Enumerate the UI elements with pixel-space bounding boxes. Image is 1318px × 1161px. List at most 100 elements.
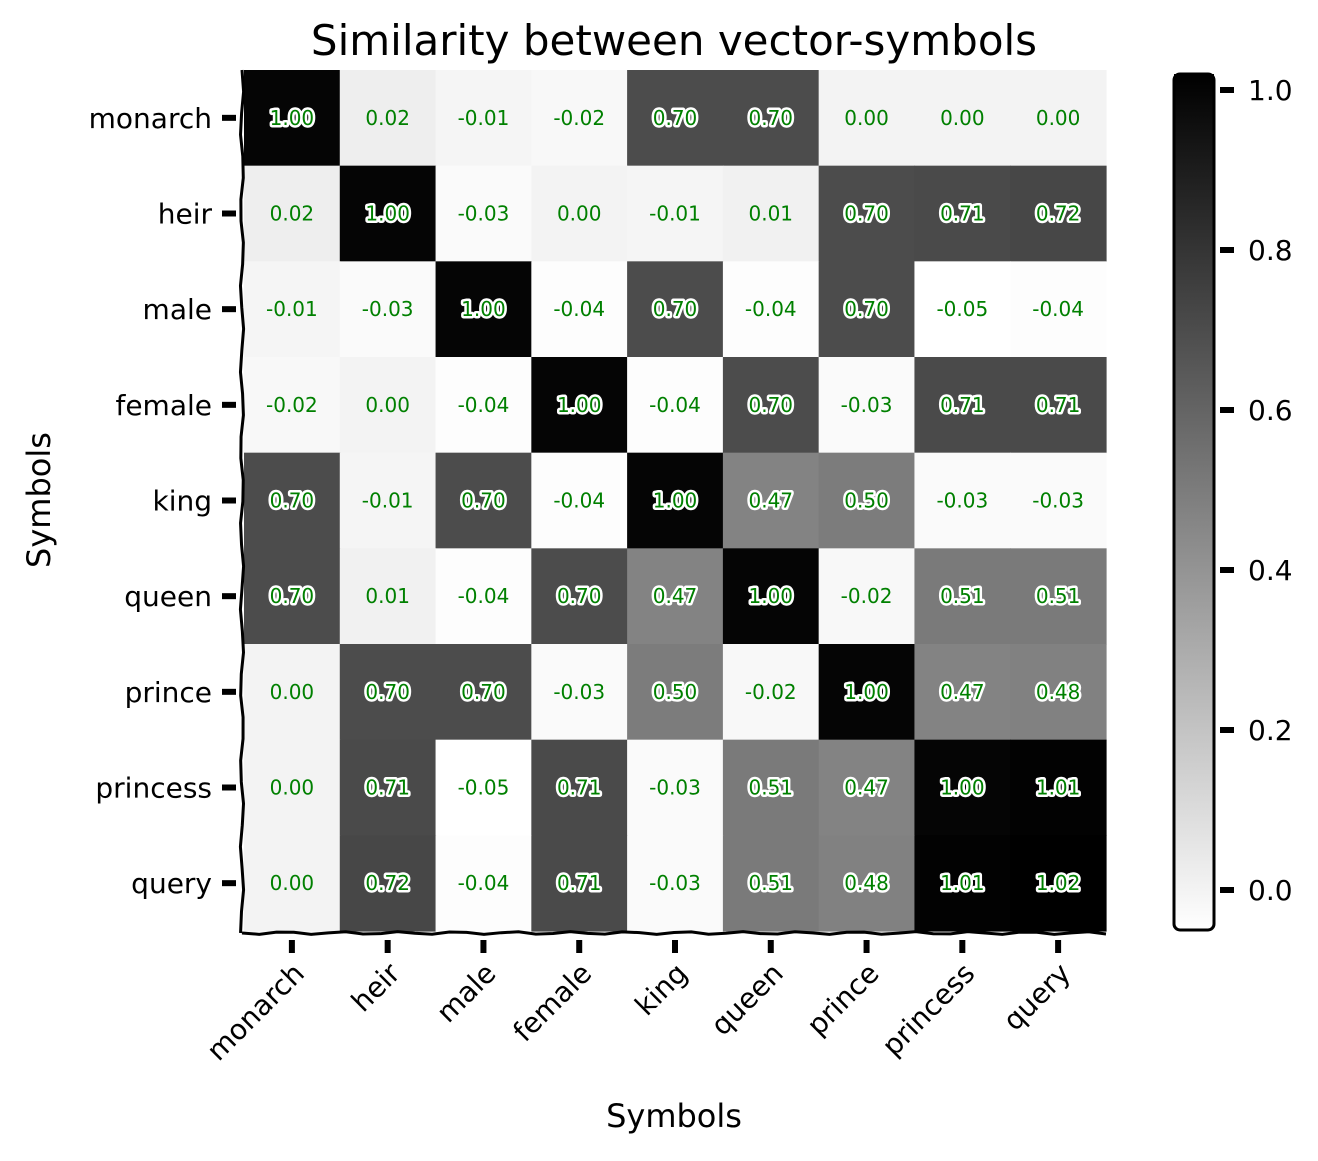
heatmap-value-prince-king: 0.50: [653, 680, 698, 704]
heatmap-cell-male-king: [627, 261, 724, 358]
heatmap-cell-female-king: [627, 357, 724, 454]
heatmap-value-female-query: 0.71: [1036, 393, 1081, 417]
y-tick-label: female: [115, 389, 212, 422]
heatmap-value-monarch-prince: 0.00: [844, 106, 889, 130]
heatmap-value-male-monarch: -0.01: [266, 297, 318, 321]
heatmap-value-query-monarch: 0.00: [270, 871, 315, 895]
heatmap-value-prince-princess: 0.47: [940, 680, 985, 704]
heatmap-cell-princess-queen: [722, 739, 820, 836]
heatmap-cell-monarch-king: [627, 70, 724, 167]
heatmap-cell-king-female: [531, 452, 628, 549]
colorbar-gradient: [1174, 74, 1214, 930]
heatmap-cell-queen-query: [1010, 548, 1107, 645]
colorbar-tick-label: 1.0: [1248, 74, 1293, 107]
heatmap-value-query-queen: 0.51: [749, 871, 794, 895]
heatmap-cell-query-prince: [818, 835, 916, 932]
heatmap-cell-heir-princess: [914, 165, 1011, 262]
heatmap-cell-query-female: [531, 835, 628, 932]
heatmap-value-monarch-princess: 0.00: [940, 106, 985, 130]
x-tick-label: heir: [345, 956, 407, 1018]
y-tick-label: monarch: [89, 102, 212, 135]
heatmap-value-king-princess: -0.03: [936, 489, 988, 513]
heatmap-cell-monarch-heir: [339, 70, 437, 167]
heatmap-value-query-male: -0.04: [458, 871, 510, 895]
heatmap-cell-query-king: [627, 835, 724, 932]
heatmap-cell-king-query: [1010, 452, 1107, 549]
heatmap-cell-queen-monarch: [244, 548, 341, 645]
heatmap-value-heir-query: 0.72: [1036, 202, 1081, 226]
heatmap-value-queen-heir: 0.01: [365, 584, 410, 608]
heatmap-cell-query-queen: [722, 835, 820, 932]
y-tick-label: princess: [95, 772, 212, 805]
colorbar: 0.0 0.2 0.4 0.6 0.8 1.0: [1172, 72, 1293, 932]
heatmap-value-heir-heir: 1.00: [365, 202, 410, 226]
colorbar-tick-label: 0.4: [1248, 554, 1293, 587]
heatmap-value-male-heir: -0.03: [362, 297, 414, 321]
heatmap-value-prince-query: 0.48: [1036, 680, 1081, 704]
heatmap-value-heir-female: 0.00: [557, 202, 602, 226]
heatmap-cell-query-monarch: [244, 835, 341, 932]
heatmap-value-queen-queen: 1.00: [749, 584, 794, 608]
colorbar-frame: [1172, 72, 1216, 932]
heatmap-value-king-prince: 0.50: [844, 489, 889, 513]
heatmap-value-heir-princess: 0.71: [940, 202, 985, 226]
heatmap-value-monarch-monarch: 1.00: [270, 106, 315, 130]
heatmap-cell-prince-princess: [914, 644, 1011, 741]
heatmap-cell-prince-prince: [818, 644, 916, 741]
heatmap-value-female-monarch: -0.02: [266, 393, 318, 417]
heatmap-value-monarch-male: -0.01: [458, 106, 510, 130]
heatmap-value-prince-male: 0.70: [461, 680, 506, 704]
heatmap-cell-prince-monarch: [244, 644, 341, 741]
heatmap-value-king-female: -0.04: [553, 489, 605, 513]
heatmap-value-princess-monarch: 0.00: [270, 776, 315, 800]
heatmap-cell-prince-king: [627, 644, 724, 741]
heatmap-value-query-king: -0.03: [649, 871, 701, 895]
heatmap-cell-king-male: [435, 452, 532, 549]
heatmap-value-male-queen: -0.04: [745, 297, 797, 321]
heatmap-value-monarch-king: 0.70: [653, 106, 698, 130]
x-axis-spine: [241, 930, 1107, 936]
heatmap-value-male-female: -0.04: [553, 297, 605, 321]
heatmap-value-male-male: 1.00: [461, 297, 506, 321]
heatmap-cell-heir-king: [627, 165, 724, 262]
heatmap-cell-queen-king: [627, 548, 724, 645]
heatmap-cell-female-heir: [339, 357, 437, 454]
heatmap-value-female-queen: 0.70: [749, 393, 794, 417]
heatmap-value-queen-male: -0.04: [458, 584, 510, 608]
heatmap-cell-queen-princess: [914, 548, 1011, 645]
heatmap-cell-king-prince: [818, 452, 916, 549]
x-tick-label: king: [629, 957, 694, 1022]
heatmap-value-heir-male: -0.03: [458, 202, 510, 226]
heatmap-value-princess-query: 1.01: [1036, 776, 1081, 800]
heatmap-cell-monarch-monarch: [244, 70, 341, 167]
heatmap-value-princess-queen: 0.51: [749, 776, 794, 800]
heatmap-value-queen-prince: -0.02: [841, 584, 893, 608]
heatmap-cell-king-monarch: [244, 452, 341, 549]
heatmap-value-queen-princess: 0.51: [940, 584, 985, 608]
heatmap-value-query-female: 0.71: [557, 871, 602, 895]
heatmap-value-female-female: 1.00: [557, 393, 602, 417]
heatmap-value-queen-female: 0.70: [557, 584, 602, 608]
colorbar-tick-label: 0.2: [1248, 714, 1293, 747]
heatmap-cell-princess-male: [435, 739, 532, 836]
heatmap-cell-female-queen: [722, 357, 820, 454]
heatmap-cell-male-male: [435, 261, 532, 358]
heatmap-cell-princess-princess: [914, 739, 1011, 836]
x-tick-label: prince: [800, 957, 885, 1042]
heatmap-value-king-king: 1.00: [653, 489, 698, 513]
y-tick-label: male: [143, 293, 212, 326]
heatmap-value-female-king: -0.04: [649, 393, 701, 417]
heatmap-cell-monarch-queen: [722, 70, 820, 167]
heatmap-cell-heir-heir: [339, 165, 437, 262]
heatmap-value-heir-prince: 0.70: [844, 202, 889, 226]
heatmap-value-query-heir: 0.72: [365, 871, 410, 895]
heatmap-cell-queen-prince: [818, 548, 916, 645]
heatmap-value-male-prince: 0.70: [844, 297, 889, 321]
heatmap-cell-query-male: [435, 835, 532, 932]
heatmap-value-princess-male: -0.05: [458, 776, 510, 800]
heatmap-cell-query-heir: [339, 835, 437, 932]
heatmap-value-prince-queen: -0.02: [745, 680, 797, 704]
colorbar-tick-label: 0.8: [1248, 234, 1293, 267]
heatmap-cell-male-query: [1010, 261, 1107, 358]
